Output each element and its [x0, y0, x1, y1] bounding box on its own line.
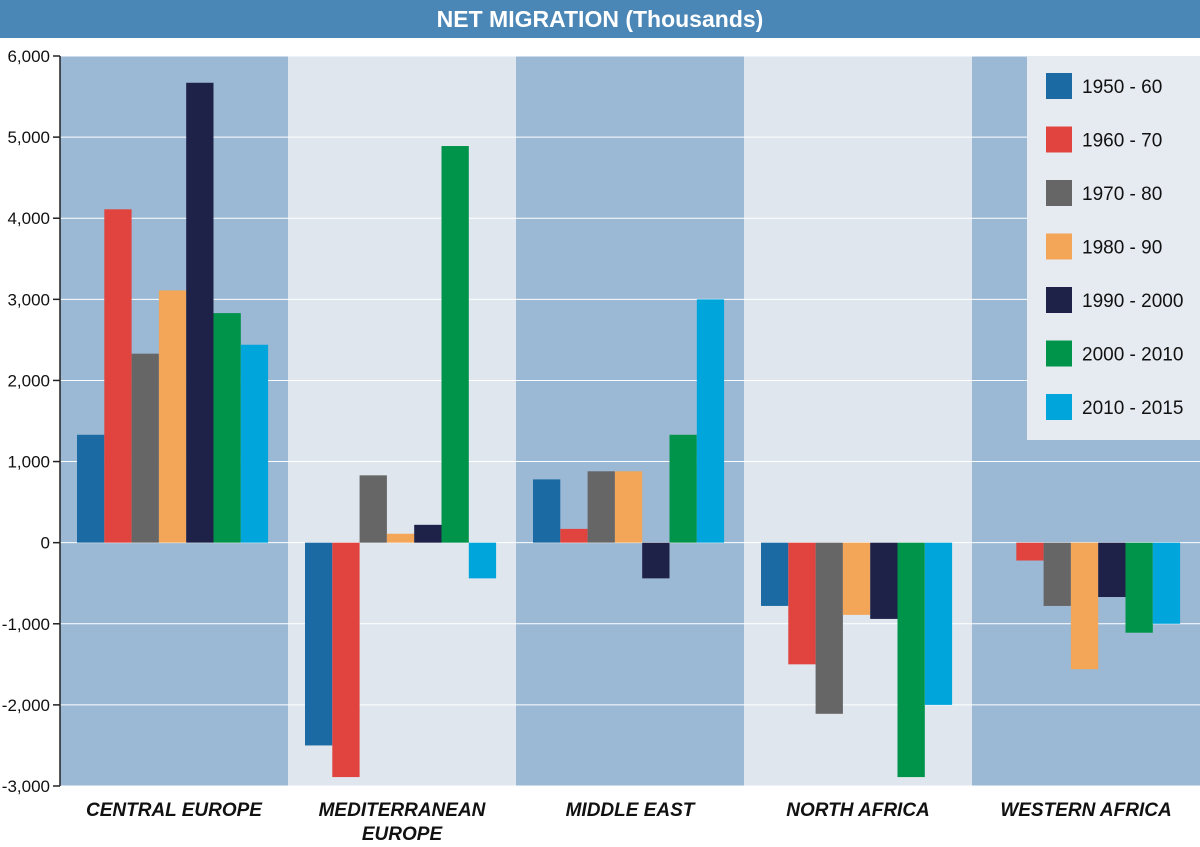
legend-swatch: [1046, 126, 1072, 153]
bar: [386, 533, 415, 543]
bar: [1152, 542, 1181, 624]
legend-swatch: [1046, 233, 1072, 260]
bar: [587, 471, 615, 543]
bar: [1070, 542, 1099, 670]
bar: [761, 542, 789, 606]
bar: [870, 542, 898, 619]
y-axis-ticks: 6,000 5,000 4,000 3,000 2,000 1,000 0 -1,000 -2,…: [2, 47, 60, 796]
legend-swatch: [1046, 180, 1072, 206]
bar: [1043, 542, 1071, 606]
bar: [614, 471, 643, 543]
chart-title: NET MIGRATION (Thousands): [437, 6, 764, 32]
y-tick-label: 6,000: [7, 47, 50, 66]
y-tick-label: 4,000: [7, 209, 50, 228]
bar: [414, 524, 442, 543]
bar: [696, 299, 725, 543]
legend-label: 1950 - 60: [1082, 77, 1162, 98]
title-bar: [0, 0, 1200, 38]
bar: [240, 344, 269, 543]
bar: [560, 528, 588, 543]
category-label: WESTERN AFRICA: [1000, 800, 1171, 821]
y-tick-label: -1,000: [2, 615, 50, 634]
category-label: MEDITERRANEAN: [319, 800, 487, 821]
legend-label: 1980 - 90: [1082, 238, 1162, 259]
legend-label: 1970 - 80: [1082, 184, 1162, 205]
category-label: MIDDLE EAST: [566, 800, 696, 821]
bar: [332, 542, 360, 778]
legend-swatch: [1046, 287, 1072, 313]
bar: [131, 353, 159, 543]
y-tick-label: 3,000: [7, 290, 50, 309]
legend-label: 2010 - 2015: [1082, 398, 1183, 419]
bar: [897, 542, 925, 778]
y-tick-label: 2,000: [7, 371, 50, 390]
bar: [468, 542, 497, 579]
legend-swatch: [1046, 73, 1072, 99]
category-label: CENTRAL EUROPE: [86, 800, 263, 821]
bar: [305, 542, 333, 746]
legend-swatch: [1046, 340, 1072, 367]
bar: [359, 475, 387, 543]
bar: [441, 146, 469, 543]
legend-label: 1990 - 2000: [1082, 291, 1183, 312]
y-tick-label: 0: [41, 534, 50, 553]
bar: [924, 542, 953, 705]
category-labels: CENTRAL EUROPE MEDITERRANEAN EUROPE MIDDLE …: [86, 800, 1172, 845]
bar: [77, 434, 105, 543]
bar: [642, 542, 670, 579]
y-tick-label: 1,000: [7, 453, 50, 472]
bar: [669, 434, 697, 543]
y-tick-label: -2,000: [2, 696, 50, 715]
bar: [1016, 542, 1044, 561]
bar: [788, 542, 816, 665]
bars: [77, 82, 1181, 778]
bar: [1098, 542, 1126, 598]
legend: 1950 - 60 1960 - 70 1970 - 80 1980 - 90 1990…: [1027, 56, 1200, 440]
bar: [104, 209, 132, 543]
bar: [186, 82, 214, 543]
category-label: NORTH AFRICA: [786, 800, 930, 821]
legend-label: 2000 - 2010: [1082, 345, 1183, 366]
bar: [533, 479, 561, 543]
category-label: EUROPE: [362, 824, 444, 845]
bar: [842, 542, 871, 615]
bar: [213, 313, 241, 543]
y-tick-label: -3,000: [2, 777, 50, 796]
legend-swatch: [1046, 394, 1072, 420]
legend-label: 1960 - 70: [1082, 131, 1162, 152]
bar: [1125, 542, 1153, 633]
y-tick-label: 5,000: [7, 128, 50, 147]
bar: [158, 290, 187, 543]
bar: [815, 542, 843, 714]
